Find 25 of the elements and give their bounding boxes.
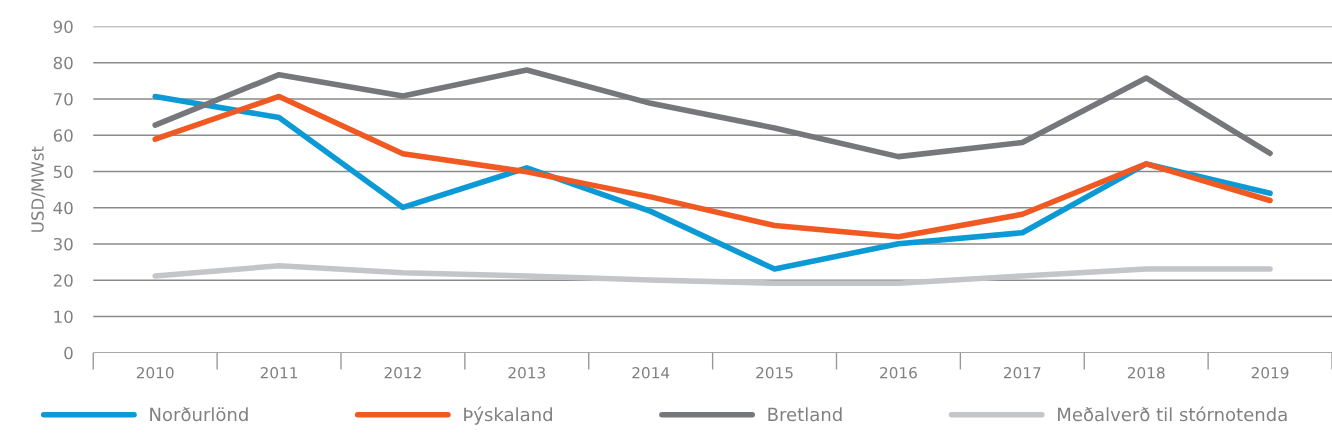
x-tick-label: 2012: [384, 366, 421, 379]
y-tick-label: 40: [53, 201, 73, 215]
y-tick-label: 30: [53, 237, 73, 251]
y-tick-label: 0: [64, 346, 73, 360]
y-tick-label: 80: [53, 56, 73, 70]
legend-label: Þýskaland: [464, 406, 552, 425]
y-tick-label: 20: [53, 274, 73, 287]
y-tick-label: 10: [54, 310, 73, 324]
y-tick-label: 60: [53, 129, 73, 142]
y-tick-label: 70: [53, 92, 73, 106]
x-tick-label: 2015: [756, 366, 793, 379]
y-tick-label: 90: [53, 20, 73, 34]
x-tick-label: 2016: [880, 366, 917, 379]
x-tick-label: 2011: [260, 366, 298, 379]
y-tick-label: 50: [53, 165, 73, 179]
x-tick-label: 2018: [1127, 366, 1165, 379]
y-axis-title: USD/MWst: [31, 146, 46, 232]
x-tick-label: 2013: [508, 366, 546, 379]
x-tick-label: 2017: [1003, 366, 1041, 379]
legend-label: Meðalverð til stórnotenda: [1058, 406, 1287, 422]
legend-label: Bretland: [768, 407, 842, 422]
legend-label: Norðurlönd: [150, 407, 248, 422]
x-tick-label: 2019: [1251, 366, 1289, 379]
x-tick-label: 2014: [632, 366, 670, 379]
x-tick-label: 2010: [136, 366, 174, 379]
